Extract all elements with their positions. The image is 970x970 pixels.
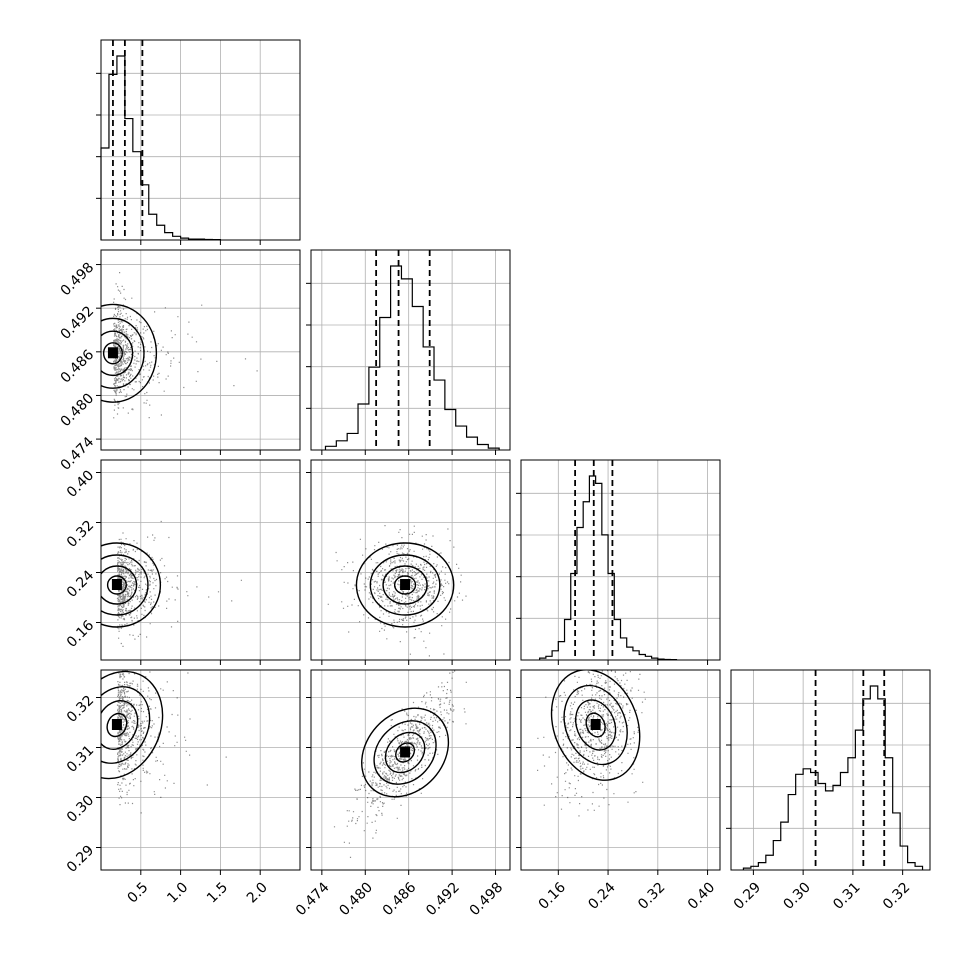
x-tick-label: 0.32 <box>880 879 913 912</box>
x-tick-label: 0.32 <box>635 879 668 912</box>
contour-level-2 <box>101 565 138 605</box>
y-tick-label: 0.498 <box>58 260 98 300</box>
scatter-points <box>333 670 467 858</box>
scatter-panel-0-2 <box>96 459 301 665</box>
panel-frame <box>100 39 301 241</box>
density-area <box>537 670 646 817</box>
contour-level-3 <box>585 712 606 738</box>
density-peak <box>107 347 118 359</box>
x-tick-label: 2.0 <box>244 879 271 906</box>
x-tick-label: 0.486 <box>380 879 420 919</box>
y-tick-label: 0.29 <box>64 842 97 875</box>
contour-level-0 <box>101 303 158 403</box>
contour-level-2 <box>101 700 139 750</box>
contour-level-0 <box>361 707 450 798</box>
y-tick-label: 0.32 <box>64 517 97 550</box>
x-tick-label: 0.31 <box>830 879 863 912</box>
panel-frame <box>100 249 301 451</box>
contour-level-1 <box>373 720 437 785</box>
contour-level-3 <box>102 342 123 365</box>
scatter-points <box>116 670 227 814</box>
contour-level-0 <box>355 542 455 628</box>
contour-level-3 <box>106 712 128 738</box>
contour-level-1 <box>101 317 145 389</box>
panel-frame <box>100 459 301 661</box>
hist-panel-2 <box>516 459 721 665</box>
panel-frame <box>310 669 511 871</box>
contour-level-2 <box>384 731 426 774</box>
hist-panel-0 <box>96 39 301 245</box>
density-area <box>101 670 227 814</box>
x-tick-label: 1.5 <box>204 879 231 906</box>
density-peak <box>111 719 122 730</box>
histogram-step <box>324 265 500 450</box>
contour-level-1 <box>101 686 151 764</box>
panel-frame <box>310 249 511 451</box>
x-tick-label: 1.0 <box>164 879 191 906</box>
x-tick-label: 0.5 <box>124 879 151 906</box>
contour-level-2 <box>101 330 134 377</box>
x-tick-label: 0.480 <box>336 879 376 919</box>
contour-level-0 <box>101 542 162 628</box>
panel-frame <box>730 669 931 871</box>
contour-level-3 <box>395 742 416 763</box>
scatter-panel-0-1 <box>96 249 301 455</box>
histogram-step <box>742 685 924 870</box>
y-tick-label: 0.492 <box>58 303 98 343</box>
density-area <box>101 520 242 647</box>
panel-frame <box>520 459 721 661</box>
y-tick-label: 0.480 <box>58 390 98 430</box>
scatter-panel-1-2 <box>306 459 511 665</box>
x-tick-label: 0.492 <box>423 879 463 919</box>
scatter-panel-0-3 <box>96 669 301 875</box>
y-tick-label: 0.30 <box>64 792 97 825</box>
x-tick-label: 0.474 <box>293 879 333 919</box>
density-peak <box>400 579 411 590</box>
scatter-points <box>537 670 646 817</box>
contour-level-0 <box>101 670 164 780</box>
hist-panel-1 <box>306 249 511 455</box>
panel-frame <box>310 459 511 661</box>
contour-level-1 <box>369 554 441 616</box>
x-tick-label: 0.40 <box>685 879 718 912</box>
density-peak <box>111 579 122 590</box>
hist-panel-3 <box>726 669 931 875</box>
x-tick-label: 0.30 <box>781 879 814 912</box>
density-area <box>333 670 467 858</box>
scatter-panel-1-3 <box>306 669 511 875</box>
y-tick-label: 0.32 <box>64 692 97 725</box>
scatter-points <box>116 520 242 647</box>
scatter-panel-2-3 <box>516 669 721 875</box>
contour-level-2 <box>382 565 428 605</box>
y-tick-label: 0.16 <box>64 617 97 650</box>
density-area <box>327 525 467 657</box>
contour-level-3 <box>393 575 417 595</box>
x-tick-label: 0.24 <box>585 879 618 912</box>
x-tick-label: 0.16 <box>536 879 569 912</box>
density-area <box>101 272 258 419</box>
x-tick-label: 0.498 <box>467 879 507 919</box>
panel-frame <box>100 669 301 871</box>
contour-level-0 <box>550 670 641 781</box>
contour-level-3 <box>106 575 127 595</box>
y-tick-label: 0.24 <box>64 567 97 600</box>
density-peak <box>400 746 411 758</box>
contour-level-2 <box>574 699 617 751</box>
histogram-step <box>100 55 221 241</box>
y-tick-label: 0.486 <box>58 347 98 387</box>
panel-frame <box>520 669 721 871</box>
y-tick-label: 0.31 <box>64 742 97 775</box>
contour-level-1 <box>101 554 149 616</box>
x-tick-label: 0.29 <box>731 879 764 912</box>
scatter-points <box>327 525 467 657</box>
contour-level-1 <box>563 684 628 766</box>
histogram-step <box>539 475 678 661</box>
density-peak <box>590 719 601 730</box>
y-tick-label: 0.474 <box>58 434 98 474</box>
